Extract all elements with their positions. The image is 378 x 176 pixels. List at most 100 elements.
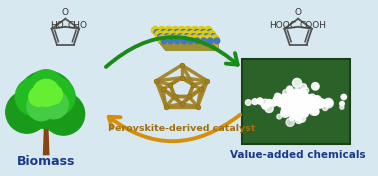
Circle shape [290, 95, 296, 102]
Circle shape [167, 30, 173, 35]
Circle shape [292, 96, 298, 102]
Circle shape [161, 38, 167, 44]
Circle shape [287, 108, 292, 113]
Circle shape [257, 98, 263, 104]
Circle shape [293, 95, 302, 103]
Circle shape [317, 99, 326, 108]
Circle shape [324, 98, 333, 108]
Circle shape [300, 100, 308, 109]
Circle shape [197, 34, 203, 40]
Circle shape [188, 31, 196, 38]
Circle shape [299, 100, 308, 109]
Circle shape [292, 101, 296, 105]
Circle shape [293, 105, 298, 111]
Circle shape [211, 34, 216, 40]
Circle shape [293, 104, 302, 114]
Circle shape [299, 99, 307, 106]
Circle shape [194, 38, 200, 44]
Circle shape [278, 102, 283, 107]
Circle shape [252, 99, 258, 105]
Circle shape [292, 96, 300, 103]
Circle shape [290, 96, 294, 102]
Circle shape [288, 111, 292, 115]
Circle shape [296, 98, 305, 107]
Circle shape [17, 71, 75, 128]
Circle shape [198, 26, 205, 34]
Circle shape [280, 99, 286, 105]
Circle shape [214, 38, 220, 44]
Circle shape [161, 30, 167, 35]
Circle shape [171, 26, 179, 34]
Circle shape [290, 92, 299, 102]
Circle shape [294, 100, 301, 106]
Circle shape [295, 117, 302, 124]
Circle shape [165, 35, 173, 43]
Circle shape [158, 35, 166, 43]
Circle shape [181, 38, 187, 44]
Circle shape [200, 30, 206, 35]
Circle shape [276, 99, 283, 106]
Circle shape [29, 70, 64, 104]
Circle shape [273, 96, 280, 103]
Circle shape [300, 101, 304, 105]
Circle shape [171, 34, 177, 40]
Circle shape [286, 118, 294, 126]
Circle shape [312, 108, 319, 115]
Circle shape [37, 77, 75, 116]
Circle shape [191, 34, 197, 40]
Circle shape [291, 96, 298, 103]
Circle shape [285, 99, 291, 104]
Circle shape [304, 106, 310, 112]
Circle shape [291, 98, 299, 106]
Circle shape [262, 104, 268, 109]
Circle shape [290, 102, 300, 112]
Circle shape [194, 30, 200, 35]
Circle shape [181, 31, 189, 38]
Circle shape [265, 104, 273, 113]
Circle shape [327, 100, 332, 105]
Circle shape [309, 96, 315, 102]
Circle shape [287, 100, 292, 106]
Circle shape [341, 94, 347, 100]
Circle shape [305, 96, 309, 100]
Circle shape [286, 99, 292, 106]
Circle shape [301, 84, 307, 90]
Circle shape [293, 78, 302, 87]
Circle shape [177, 34, 183, 40]
Circle shape [311, 107, 317, 113]
Circle shape [300, 100, 305, 105]
Circle shape [287, 93, 294, 101]
Circle shape [294, 97, 302, 105]
Circle shape [43, 85, 62, 104]
Circle shape [304, 103, 312, 112]
Circle shape [175, 31, 183, 38]
Circle shape [296, 101, 301, 106]
Circle shape [168, 38, 174, 44]
Circle shape [340, 105, 344, 109]
Circle shape [301, 105, 305, 109]
Circle shape [293, 89, 300, 96]
Circle shape [191, 26, 199, 34]
Circle shape [282, 94, 287, 98]
Circle shape [286, 105, 293, 112]
FancyArrowPatch shape [106, 37, 238, 67]
Circle shape [288, 96, 297, 106]
Circle shape [287, 101, 295, 110]
Circle shape [311, 101, 320, 111]
Circle shape [184, 26, 192, 34]
Text: Value-added chemicals: Value-added chemicals [230, 150, 366, 160]
Circle shape [204, 35, 212, 43]
Circle shape [297, 92, 306, 100]
Circle shape [290, 104, 298, 112]
Circle shape [293, 103, 300, 111]
Circle shape [315, 99, 324, 108]
Circle shape [289, 102, 297, 111]
Circle shape [261, 99, 270, 108]
Circle shape [288, 101, 293, 107]
Circle shape [298, 106, 304, 111]
Circle shape [289, 107, 295, 114]
Circle shape [288, 104, 295, 112]
Circle shape [296, 111, 303, 118]
Circle shape [296, 98, 305, 107]
Circle shape [308, 102, 313, 106]
